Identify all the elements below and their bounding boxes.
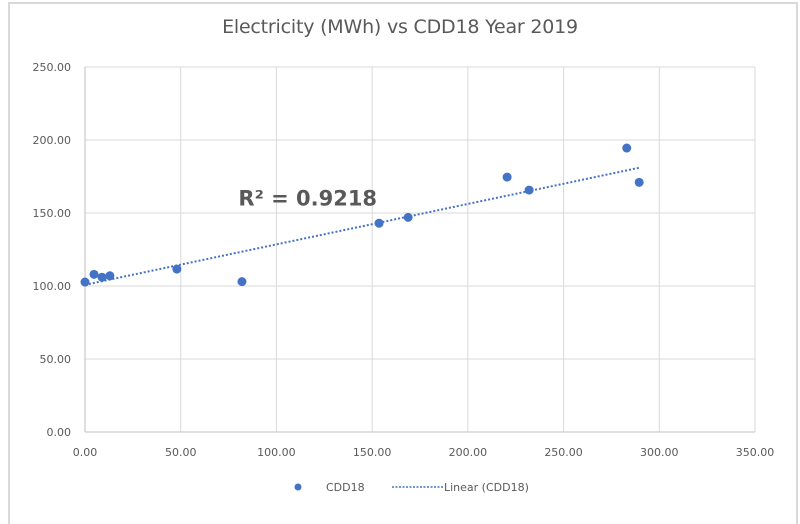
data-points <box>80 143 644 287</box>
y-tick-label: 200.00 <box>33 134 72 147</box>
y-tick-label: 250.00 <box>33 61 72 74</box>
data-point <box>374 218 384 228</box>
data-point <box>634 177 644 187</box>
axes <box>84 67 755 433</box>
chart-title: Electricity (MWh) vs CDD18 Year 2019 <box>222 16 578 38</box>
data-point <box>524 185 534 195</box>
r-squared-label: R² = 0.9218 <box>238 186 377 210</box>
scatter-chart: 0.00 50.00 100.00 150.00 200.00 250.00 0.00 50… <box>33 61 775 494</box>
y-tick-label: 150.00 <box>33 207 72 220</box>
data-point <box>172 264 182 274</box>
y-tick-label: 100.00 <box>33 280 72 293</box>
data-point <box>403 212 413 222</box>
data-point <box>105 271 115 281</box>
legend-label-cdd18: CDD18 <box>326 481 365 494</box>
x-tick-label: 250.00 <box>544 446 583 459</box>
legend-label-linear: Linear (CDD18) <box>444 481 529 494</box>
data-point <box>237 277 247 287</box>
y-tick-label: 50.00 <box>40 353 72 366</box>
x-tick-label: 200.00 <box>449 446 488 459</box>
legend-marker-cdd18 <box>294 483 302 491</box>
x-tick-label: 100.00 <box>257 446 296 459</box>
data-point <box>502 172 512 182</box>
y-axis-ticks: 0.00 50.00 100.00 150.00 200.00 250.00 <box>33 61 72 439</box>
data-point <box>622 143 632 153</box>
trendline <box>84 166 640 286</box>
annotations: R² = 0.9218 <box>238 186 377 210</box>
data-point <box>97 272 107 282</box>
y-tick-label: 0.00 <box>47 426 72 439</box>
legend: CDD18 Linear (CDD18) <box>294 481 529 494</box>
x-tick-label: 150.00 <box>353 446 392 459</box>
data-point <box>80 277 90 287</box>
trendline-group <box>84 166 640 286</box>
x-tick-label: 50.00 <box>165 446 197 459</box>
gridlines <box>84 66 756 433</box>
chart-frame <box>8 2 798 524</box>
x-tick-label: 0.00 <box>73 446 98 459</box>
data-point <box>89 269 99 279</box>
x-axis-ticks: 0.00 50.00 100.00 150.00 200.00 250.00 300.00 3… <box>73 446 775 459</box>
x-tick-label: 300.00 <box>640 446 679 459</box>
x-tick-label: 350.00 <box>736 446 775 459</box>
